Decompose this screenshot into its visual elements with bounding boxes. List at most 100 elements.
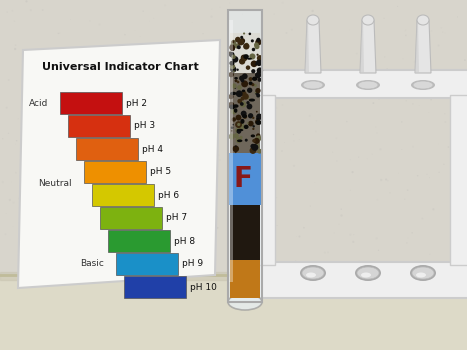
Circle shape <box>405 35 407 36</box>
Circle shape <box>235 128 241 133</box>
Circle shape <box>324 252 326 254</box>
Circle shape <box>229 52 234 57</box>
Circle shape <box>266 71 268 73</box>
Circle shape <box>131 57 133 58</box>
Circle shape <box>236 69 239 71</box>
Circle shape <box>77 110 78 112</box>
Circle shape <box>252 139 256 142</box>
Circle shape <box>340 209 342 210</box>
Circle shape <box>99 243 101 244</box>
Circle shape <box>367 158 368 159</box>
Circle shape <box>118 160 120 162</box>
Circle shape <box>417 175 418 176</box>
Circle shape <box>75 228 76 229</box>
Circle shape <box>25 76 28 78</box>
Circle shape <box>311 10 314 12</box>
Circle shape <box>241 55 248 61</box>
Circle shape <box>54 238 56 239</box>
Circle shape <box>406 100 407 102</box>
Circle shape <box>236 90 243 97</box>
Circle shape <box>429 177 430 178</box>
Circle shape <box>187 199 189 201</box>
Circle shape <box>386 68 388 70</box>
Circle shape <box>15 144 16 145</box>
Circle shape <box>398 275 399 276</box>
Text: pH 2: pH 2 <box>126 98 147 107</box>
Text: Neutral: Neutral <box>38 180 72 189</box>
Circle shape <box>11 10 13 12</box>
Ellipse shape <box>249 82 253 85</box>
Ellipse shape <box>412 267 434 279</box>
Circle shape <box>309 115 311 117</box>
Bar <box>108 230 170 252</box>
Circle shape <box>257 149 262 154</box>
Ellipse shape <box>228 294 262 310</box>
Circle shape <box>176 79 177 81</box>
Circle shape <box>96 142 98 144</box>
Circle shape <box>401 149 402 150</box>
Circle shape <box>197 169 199 171</box>
Circle shape <box>236 37 238 38</box>
Circle shape <box>249 54 255 60</box>
Circle shape <box>255 44 260 49</box>
Circle shape <box>255 91 259 95</box>
Circle shape <box>15 44 16 46</box>
Circle shape <box>140 36 141 37</box>
Text: Basic: Basic <box>80 259 104 268</box>
Circle shape <box>93 139 94 140</box>
Bar <box>92 184 154 206</box>
Circle shape <box>237 129 241 134</box>
Circle shape <box>448 146 449 148</box>
Polygon shape <box>415 20 431 73</box>
Polygon shape <box>360 20 364 73</box>
Circle shape <box>419 105 420 106</box>
Bar <box>0 275 467 350</box>
Circle shape <box>252 117 255 119</box>
Ellipse shape <box>251 134 255 137</box>
Circle shape <box>256 232 258 233</box>
Circle shape <box>310 205 311 207</box>
Circle shape <box>229 44 235 50</box>
Circle shape <box>293 140 295 142</box>
Circle shape <box>248 33 251 35</box>
Circle shape <box>232 83 237 89</box>
Ellipse shape <box>300 265 326 281</box>
Circle shape <box>234 87 236 89</box>
Circle shape <box>240 279 242 281</box>
Circle shape <box>1 181 4 183</box>
Circle shape <box>293 165 295 167</box>
Circle shape <box>246 65 250 70</box>
Circle shape <box>242 74 248 79</box>
Circle shape <box>26 117 29 119</box>
Circle shape <box>256 133 261 138</box>
Circle shape <box>256 93 260 98</box>
Circle shape <box>70 19 71 20</box>
Bar <box>230 73 260 153</box>
Circle shape <box>102 211 103 212</box>
Circle shape <box>37 71 39 72</box>
Circle shape <box>358 261 361 263</box>
Circle shape <box>248 121 254 126</box>
Ellipse shape <box>357 267 379 279</box>
Circle shape <box>252 128 255 130</box>
Ellipse shape <box>234 77 238 79</box>
Circle shape <box>442 32 443 33</box>
Circle shape <box>255 80 256 81</box>
Circle shape <box>164 4 166 6</box>
Circle shape <box>412 146 414 148</box>
Circle shape <box>251 39 254 42</box>
Circle shape <box>404 198 405 200</box>
Circle shape <box>247 88 252 93</box>
Circle shape <box>60 265 62 267</box>
Circle shape <box>333 232 335 233</box>
Circle shape <box>154 70 155 71</box>
Circle shape <box>332 152 333 153</box>
Circle shape <box>239 58 245 64</box>
Text: pH 10: pH 10 <box>190 282 217 292</box>
Circle shape <box>254 84 257 87</box>
Circle shape <box>242 14 243 15</box>
Bar <box>0 272 467 280</box>
Circle shape <box>6 213 7 214</box>
Ellipse shape <box>237 129 243 131</box>
Circle shape <box>281 150 283 152</box>
